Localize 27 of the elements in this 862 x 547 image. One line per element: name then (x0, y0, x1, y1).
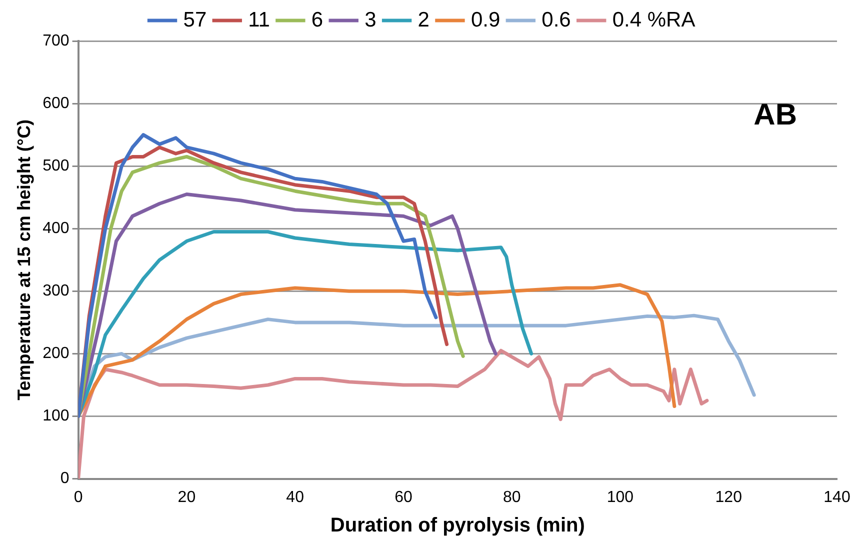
legend-label: 11 (248, 8, 270, 32)
y-axis-title: Temperature at 15 cm height (°C) (14, 119, 34, 400)
legend-label: 3 (364, 8, 376, 32)
x-tick-label: 120 (715, 488, 742, 506)
annotation: AB (754, 98, 797, 132)
y-tick-label: 300 (42, 282, 70, 300)
x-tick-label: 20 (178, 488, 196, 506)
x-tick-label: 80 (502, 488, 521, 506)
y-tick-label: 100 (42, 408, 70, 425)
y-tick-label: 0 (60, 470, 70, 488)
x-tick-label: 60 (394, 488, 412, 506)
legend-label: 0.4 %RA (612, 8, 696, 32)
legend-label: 0.9 (470, 8, 500, 32)
y-tick-label: 200 (42, 345, 70, 362)
legend-label: 6 (311, 8, 324, 32)
y-tick-label: 600 (42, 94, 70, 112)
y-tick-label: 700 (42, 32, 70, 50)
legend-label: 0.6 (542, 8, 571, 32)
legend-label: 2 (418, 8, 430, 32)
legend-label: 57 (183, 8, 207, 32)
x-tick-label: 0 (74, 488, 83, 506)
x-tick-label: 100 (606, 488, 634, 506)
x-axis-title: Duration of pyrolysis (min) (330, 514, 585, 537)
x-tick-label: 40 (286, 488, 304, 506)
x-tick-label: 140 (824, 488, 850, 506)
y-tick-label: 400 (42, 220, 70, 238)
y-tick-label: 500 (42, 157, 70, 174)
